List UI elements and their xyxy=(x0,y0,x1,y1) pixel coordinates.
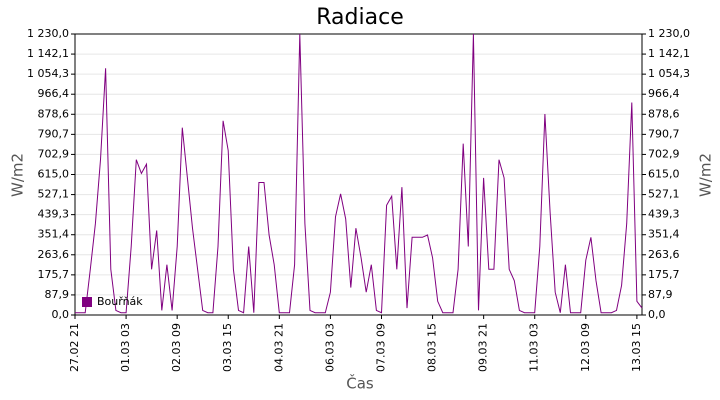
x-tick-label: 08.03 15 xyxy=(426,323,439,372)
y-tick-label: 263,6 xyxy=(38,248,70,261)
y2-tick-label: 878,6 xyxy=(648,107,680,120)
y2-tick-label: 702,9 xyxy=(648,147,680,160)
x-axis-title: Čas xyxy=(346,374,374,393)
y2-axis-title: W/m2 xyxy=(697,153,715,197)
legend-label: Bouřňák xyxy=(97,295,143,308)
x-tick-label: 01.03 03 xyxy=(119,323,132,372)
x-tick-label: 06.03 03 xyxy=(323,323,336,372)
y-tick-label: 87,9 xyxy=(45,288,70,301)
y2-tick-label: 615,0 xyxy=(648,168,680,181)
x-tick-label: 02.03 09 xyxy=(170,323,183,372)
y2-tick-label: 1 054,3 xyxy=(648,67,690,80)
y-tick-label: 351,4 xyxy=(38,228,70,241)
chart-title: Radiace xyxy=(316,5,403,30)
y-tick-label: 1 142,1 xyxy=(27,47,69,60)
x-tick-label: 07.03 09 xyxy=(374,323,387,372)
y2-tick-label: 0,0 xyxy=(648,308,666,321)
x-tick-label: 11.03 03 xyxy=(528,323,541,372)
y2-tick-label: 263,6 xyxy=(648,248,680,261)
y-axis-title: W/m2 xyxy=(9,153,27,197)
y2-tick-label: 790,7 xyxy=(648,127,680,140)
y-tick-label: 790,7 xyxy=(38,127,70,140)
y2-tick-label: 87,9 xyxy=(648,288,673,301)
x-tick-label: 03.03 15 xyxy=(221,323,234,372)
x-tick-label: 13.03 15 xyxy=(630,323,643,372)
y-tick-label: 878,6 xyxy=(38,107,70,120)
legend-swatch xyxy=(82,297,92,307)
y-tick-label: 527,1 xyxy=(38,188,70,201)
y-tick-label: 175,7 xyxy=(38,268,70,281)
y2-tick-label: 966,4 xyxy=(648,87,680,100)
x-tick-label: 04.03 21 xyxy=(272,323,285,372)
y2-tick-label: 439,3 xyxy=(648,208,680,221)
y-tick-label: 439,3 xyxy=(38,208,70,221)
y-tick-label: 0,0 xyxy=(52,308,70,321)
y-tick-label: 1 230,0 xyxy=(27,27,69,40)
x-tick-label: 12.03 09 xyxy=(579,323,592,372)
y-tick-label: 966,4 xyxy=(38,87,70,100)
x-tick-label: 27.02 21 xyxy=(68,323,81,372)
y2-tick-label: 527,1 xyxy=(648,188,680,201)
y2-tick-label: 1 142,1 xyxy=(648,47,690,60)
y-tick-label: 615,0 xyxy=(38,168,70,181)
x-tick-label: 09.03 21 xyxy=(477,323,490,372)
plot-frame xyxy=(74,33,643,316)
y2-tick-label: 1 230,0 xyxy=(648,27,690,40)
y2-tick-label: 351,4 xyxy=(648,228,680,241)
y2-tick-label: 175,7 xyxy=(648,268,680,281)
data-line xyxy=(75,33,643,314)
y-tick-label: 702,9 xyxy=(38,147,70,160)
y-tick-label: 1 054,3 xyxy=(27,67,69,80)
